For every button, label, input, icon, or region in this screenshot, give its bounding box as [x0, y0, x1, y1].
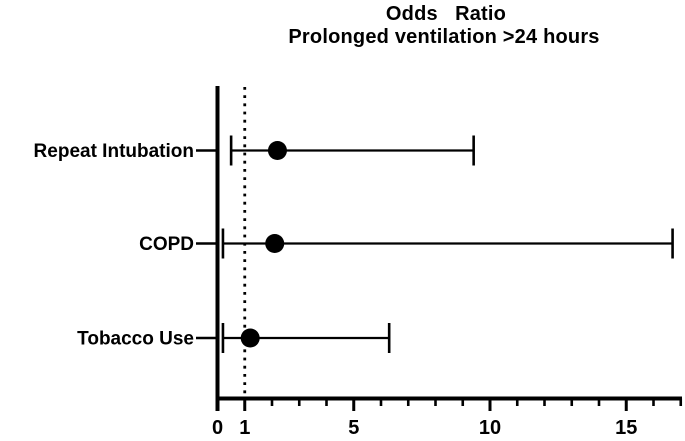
category-label-copd: COPD — [139, 234, 194, 255]
chart-title: Odds Ratio — [385, 3, 507, 25]
x-tick-label: 5 — [348, 417, 359, 439]
x-tick-label: 10 — [479, 417, 501, 439]
or-marker-tobacco-use — [240, 328, 260, 348]
or-marker-repeat-intubation — [267, 141, 287, 160]
category-label-tobacco-use: Tobacco Use — [77, 329, 194, 350]
x-tick-label: 15 — [615, 417, 637, 439]
or-marker-copd — [265, 234, 285, 253]
x-tick-label: 0 — [212, 417, 223, 439]
chart-subtitle: Prolonged ventilation >24 hours — [288, 26, 600, 48]
category-label-repeat-intubation: Repeat Intubation — [34, 141, 194, 162]
x-tick-label: 1 — [239, 417, 250, 439]
